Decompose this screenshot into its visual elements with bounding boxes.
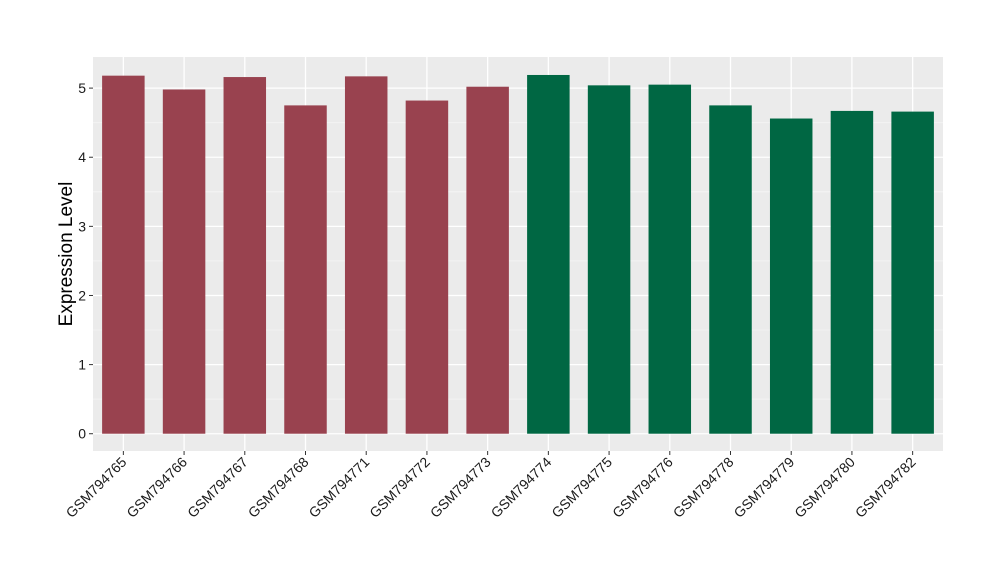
bar-GSM794771 [344,76,388,434]
bar-GSM794766 [162,89,206,434]
x-tick-label: GSM794772 [366,454,433,521]
y-axis: 0 1 2 3 4 5 [78,80,93,442]
bar-GSM794782 [891,111,934,434]
y-axis-title: Expression Level [56,182,77,327]
bar-GSM794768 [284,105,327,434]
y-tick-label: 5 [78,80,86,96]
bar-GSM794776 [648,84,692,434]
y-tick-label: 4 [78,149,86,165]
bar-GSM794774 [527,74,570,434]
x-tick-label: GSM794775 [548,454,615,521]
x-tick-label: GSM794773 [427,454,494,521]
x-tick-label: GSM794768 [245,454,312,521]
y-tick-label: 3 [78,218,86,234]
bar-GSM794778 [709,105,752,434]
bar-GSM794780 [830,110,874,434]
x-tick-label: GSM794780 [791,454,858,521]
y-tick-label: 2 [78,287,86,303]
bars [102,74,934,434]
bar-GSM794779 [769,118,813,434]
x-tick-label: GSM794766 [123,454,190,521]
bar-GSM794775 [587,85,631,434]
x-tick-label: GSM794778 [670,454,737,521]
bar-GSM794773 [466,86,509,434]
y-tick-label: 1 [78,357,86,373]
bar-GSM794767 [223,77,267,434]
x-axis: GSM794765GSM794766GSM794767GSM794768GSM7… [63,451,919,521]
x-tick-label: GSM794782 [852,454,919,521]
x-tick-label: GSM794779 [730,454,797,521]
bar-GSM794765 [102,75,145,434]
y-tick-label: 0 [78,426,86,442]
x-tick-label: GSM794765 [63,454,130,521]
plot-panel [93,57,943,451]
x-tick-label: GSM794776 [609,454,676,521]
x-tick-label: GSM794774 [488,454,555,521]
x-tick-label: GSM794767 [184,454,251,521]
bar-GSM794772 [405,100,449,434]
x-tick-label: GSM794771 [305,454,372,521]
